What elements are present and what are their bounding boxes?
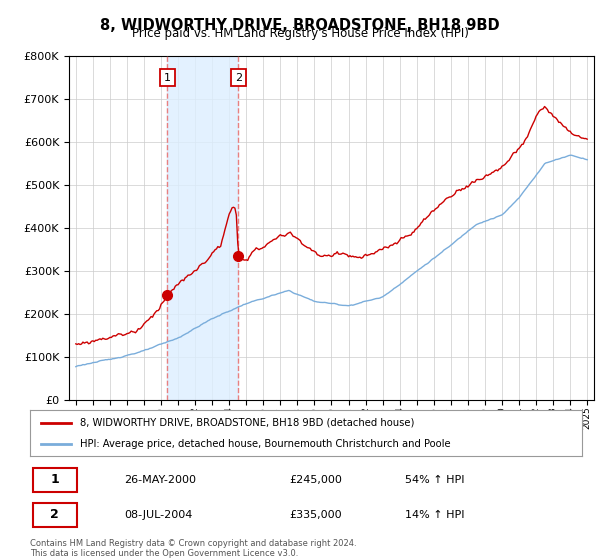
Text: 08-JUL-2004: 08-JUL-2004 [124,510,192,520]
Text: 54% ↑ HPI: 54% ↑ HPI [406,475,465,485]
Bar [167,56,238,400]
Text: £245,000: £245,000 [289,475,343,485]
FancyBboxPatch shape [33,503,77,527]
Text: 1: 1 [164,73,171,82]
Text: 14% ↑ HPI: 14% ↑ HPI [406,510,465,520]
Text: 8, WIDWORTHY DRIVE, BROADSTONE, BH18 9BD (detached house): 8, WIDWORTHY DRIVE, BROADSTONE, BH18 9BD… [80,418,414,428]
Text: Contains HM Land Registry data © Crown copyright and database right 2024.
This d: Contains HM Land Registry data © Crown c… [30,539,356,558]
Text: HPI: Average price, detached house, Bournemouth Christchurch and Poole: HPI: Average price, detached house, Bour… [80,439,451,449]
Text: 8, WIDWORTHY DRIVE, BROADSTONE, BH18 9BD: 8, WIDWORTHY DRIVE, BROADSTONE, BH18 9BD [100,18,500,33]
Text: 2: 2 [50,508,59,521]
Text: 1: 1 [50,473,59,487]
Text: £335,000: £335,000 [289,510,342,520]
FancyBboxPatch shape [33,468,77,492]
Text: Price paid vs. HM Land Registry's House Price Index (HPI): Price paid vs. HM Land Registry's House … [131,27,469,40]
Text: 2: 2 [235,73,242,82]
Text: 26-MAY-2000: 26-MAY-2000 [124,475,196,485]
